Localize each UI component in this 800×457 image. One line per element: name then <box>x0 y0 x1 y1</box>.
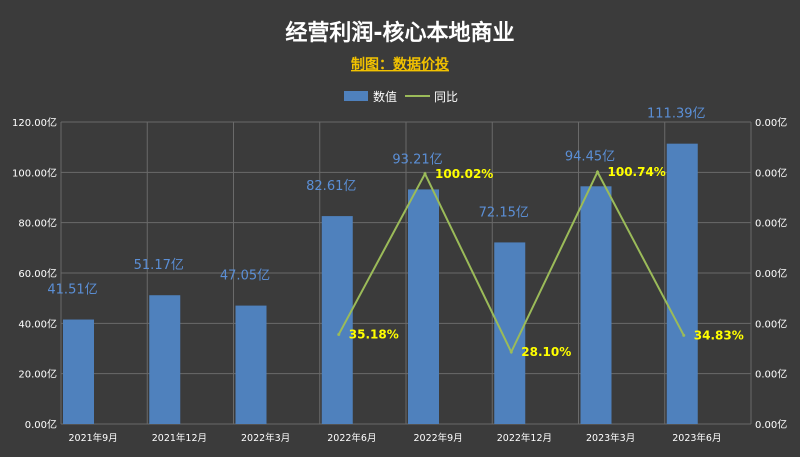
y-left-tick-label: 100.00亿 <box>12 166 57 179</box>
bar-value-label: 41.51亿 <box>47 283 97 298</box>
y-right-tick-label: 0.00亿 <box>755 418 787 431</box>
line-layer <box>337 169 686 355</box>
bar <box>580 186 612 424</box>
bar-value-label: 82.61亿 <box>306 179 356 194</box>
line-point <box>682 333 686 337</box>
x-tick-label: 2022年12月 <box>497 432 552 444</box>
x-tick-label: 2021年9月 <box>69 432 118 444</box>
bar-value-label: 93.21亿 <box>392 152 442 167</box>
x-tick-label: 2023年3月 <box>586 432 635 444</box>
chart-subtitle: 制图：数据价投 <box>351 56 449 73</box>
bar <box>408 189 439 424</box>
line-value-label: 34.83% <box>694 328 744 342</box>
y-left-tick-label: 80.00亿 <box>18 217 57 230</box>
bar <box>321 216 353 424</box>
y-right-tick-label: 0.00亿 <box>755 267 787 280</box>
y-left-tick-label: 0.00亿 <box>25 418 57 431</box>
legend: 数值 同比 <box>344 89 458 104</box>
line-point <box>596 170 599 174</box>
line-value-label: 28.10% <box>521 345 571 359</box>
legend-swatch-bar <box>344 91 368 101</box>
y-left-tick-label: 40.00亿 <box>18 317 57 330</box>
x-tick-label: 2021年12月 <box>152 432 207 444</box>
bar <box>666 143 698 424</box>
x-tick-label: 2023年6月 <box>672 432 721 444</box>
y-right-tick-label: 0.00亿 <box>755 217 787 230</box>
x-tick-label: 2022年3月 <box>241 432 290 444</box>
y-left-tick-label: 20.00亿 <box>18 368 57 381</box>
bar <box>63 319 94 424</box>
y-right-tick-label: 0.00亿 <box>755 317 787 330</box>
labels-layer: 41.51亿 51.17亿 47.05亿 82.61亿 93.21亿 72.15亿 94.4… <box>47 107 743 359</box>
legend-label-line: 同比 <box>434 90 458 104</box>
line-point <box>337 332 341 336</box>
line-point <box>423 172 427 176</box>
x-tick-label: 2022年6月 <box>327 432 376 444</box>
bar-value-label: 47.05亿 <box>220 269 270 284</box>
line-value-label: 100.02% <box>435 167 493 181</box>
line-point <box>509 350 513 354</box>
axis-layer: 0.00亿 0.00亿 20.00亿 0.00亿 40.00亿 0.00亿 60.00亿 0.… <box>12 116 787 444</box>
bars-layer <box>63 143 698 424</box>
bar-value-label: 111.39亿 <box>647 107 706 122</box>
legend-label-bar: 数值 <box>373 89 397 104</box>
bar <box>149 295 181 424</box>
bar-value-label: 94.45亿 <box>565 149 615 164</box>
line-value-label: 100.74% <box>608 165 666 179</box>
x-tick-label: 2022年9月 <box>414 432 463 444</box>
bar <box>235 305 267 424</box>
chart-title: 经营利润-核心本地商业 <box>285 20 514 46</box>
y-right-tick-label: 0.00亿 <box>755 368 787 381</box>
y-left-tick-label: 120.00亿 <box>12 116 57 129</box>
line-value-label: 35.18% <box>349 327 399 341</box>
y-right-tick-label: 0.00亿 <box>755 116 787 129</box>
y-right-tick-label: 0.00亿 <box>755 166 787 179</box>
bar-value-label: 51.17亿 <box>134 258 184 273</box>
y-left-tick-label: 60.00亿 <box>18 267 57 280</box>
bar-value-label: 72.15亿 <box>479 205 529 220</box>
